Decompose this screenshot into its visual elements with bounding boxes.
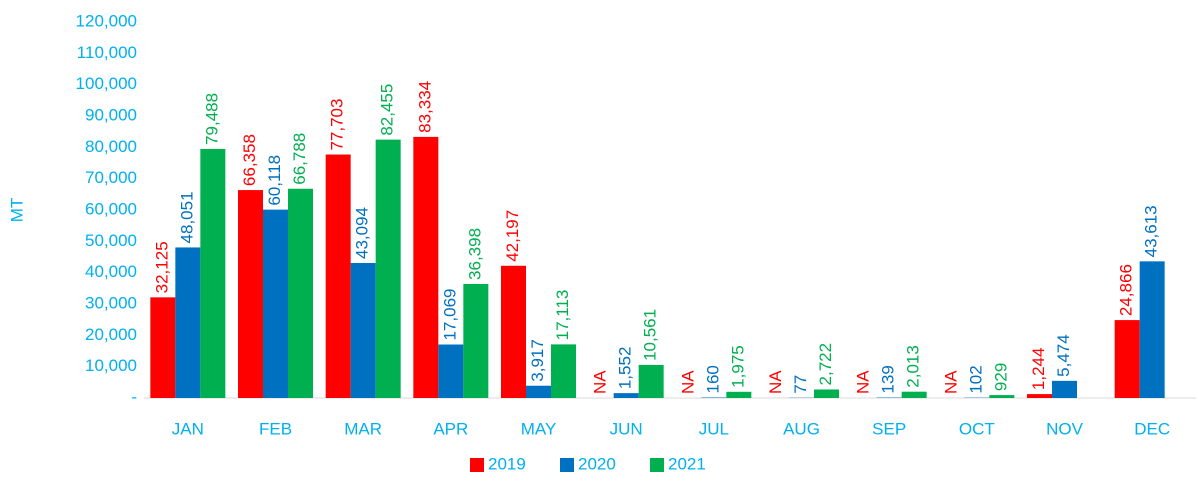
bar [726, 392, 751, 398]
legend-swatch [650, 458, 664, 472]
bar [150, 297, 175, 398]
y-axis-title: MT [7, 198, 26, 223]
bar [200, 149, 225, 398]
bar [639, 365, 664, 398]
data-label: 17,069 [440, 289, 459, 341]
bar [463, 284, 488, 398]
legend-label: 2021 [668, 454, 706, 473]
data-label: 139 [879, 365, 898, 393]
x-tick-label: JUN [610, 419, 643, 438]
data-label: 66,788 [290, 133, 309, 185]
data-label: 24,866 [1117, 264, 1136, 316]
data-label: 77,703 [328, 99, 347, 151]
data-label: 2,013 [904, 345, 923, 388]
data-label: 79,488 [202, 93, 221, 145]
y-tick-label: 20,000 [85, 325, 137, 344]
data-label: NA [678, 370, 697, 394]
data-label: NA [766, 370, 785, 394]
bar [551, 344, 576, 398]
bar [263, 210, 288, 398]
y-tick-label: 10,000 [85, 356, 137, 375]
bar [438, 345, 463, 398]
x-tick-label: APR [433, 419, 468, 438]
y-tick-label: 90,000 [85, 105, 137, 124]
data-label: NA [854, 370, 873, 394]
bar [989, 395, 1014, 398]
data-label: NA [941, 370, 960, 394]
data-label: 77 [791, 375, 810, 394]
data-label: 929 [991, 363, 1010, 391]
bar [526, 386, 551, 398]
bar [1140, 261, 1165, 398]
bar [701, 397, 726, 398]
bar [326, 155, 351, 398]
x-tick-label: MAR [344, 419, 382, 438]
y-tick-label: 120,000 [76, 11, 137, 30]
y-tick-label: 60,000 [85, 199, 137, 218]
x-tick-label: AUG [783, 419, 820, 438]
bar [175, 247, 200, 398]
bar [902, 392, 927, 398]
y-tick-label: 40,000 [85, 262, 137, 281]
x-tick-label: SEP [872, 419, 906, 438]
data-label: 1,975 [728, 345, 747, 388]
x-tick-label: JAN [172, 419, 204, 438]
y-tick-label: 80,000 [85, 137, 137, 156]
data-label: 60,118 [265, 155, 284, 206]
data-label: 48,051 [177, 191, 196, 243]
y-tick-label: 110,000 [77, 43, 137, 62]
bar [238, 190, 263, 398]
bar [1027, 394, 1052, 398]
data-label: 17,113 [553, 290, 572, 341]
x-tick-label: NOV [1046, 419, 1084, 438]
data-label: 66,358 [240, 134, 259, 186]
bar [376, 140, 401, 398]
y-tick-label: 100,000 [76, 74, 137, 93]
bar [614, 393, 639, 398]
x-tick-label: FEB [259, 419, 292, 438]
legend-swatch [560, 458, 574, 472]
data-label: NA [591, 370, 610, 394]
bar [413, 137, 438, 398]
legend-label: 2019 [488, 454, 526, 473]
bar [1115, 320, 1140, 398]
data-label: 83,334 [415, 81, 434, 133]
y-tick-label: 50,000 [85, 231, 137, 250]
legend-label: 2020 [578, 454, 616, 473]
data-label: 1,552 [616, 347, 635, 390]
data-label: 102 [966, 365, 985, 393]
data-label: 2,722 [816, 343, 835, 386]
data-label: 36,398 [465, 228, 484, 280]
data-label: 82,455 [378, 84, 397, 136]
x-tick-label: JUL [699, 419, 729, 438]
data-label: 43,613 [1142, 205, 1161, 257]
x-tick-label: MAY [521, 419, 557, 438]
data-label: 10,561 [641, 309, 660, 361]
bar [814, 389, 839, 398]
y-tick-label: - [131, 387, 137, 406]
data-label: 3,917 [528, 339, 547, 382]
x-tick-label: OCT [959, 419, 995, 438]
data-label: 160 [703, 365, 722, 393]
data-label: 1,244 [1029, 348, 1048, 391]
data-label: 43,094 [353, 207, 372, 259]
y-tick-label: 30,000 [85, 293, 137, 312]
bar [351, 263, 376, 398]
bar [288, 189, 313, 398]
data-label: 42,197 [503, 210, 522, 262]
bar [501, 266, 526, 398]
bar [1052, 381, 1077, 398]
legend-swatch [470, 458, 484, 472]
y-tick-label: 70,000 [85, 168, 137, 187]
x-tick-label: DEC [1134, 419, 1170, 438]
data-label: 32,125 [152, 241, 171, 293]
data-label: 5,474 [1054, 334, 1073, 377]
